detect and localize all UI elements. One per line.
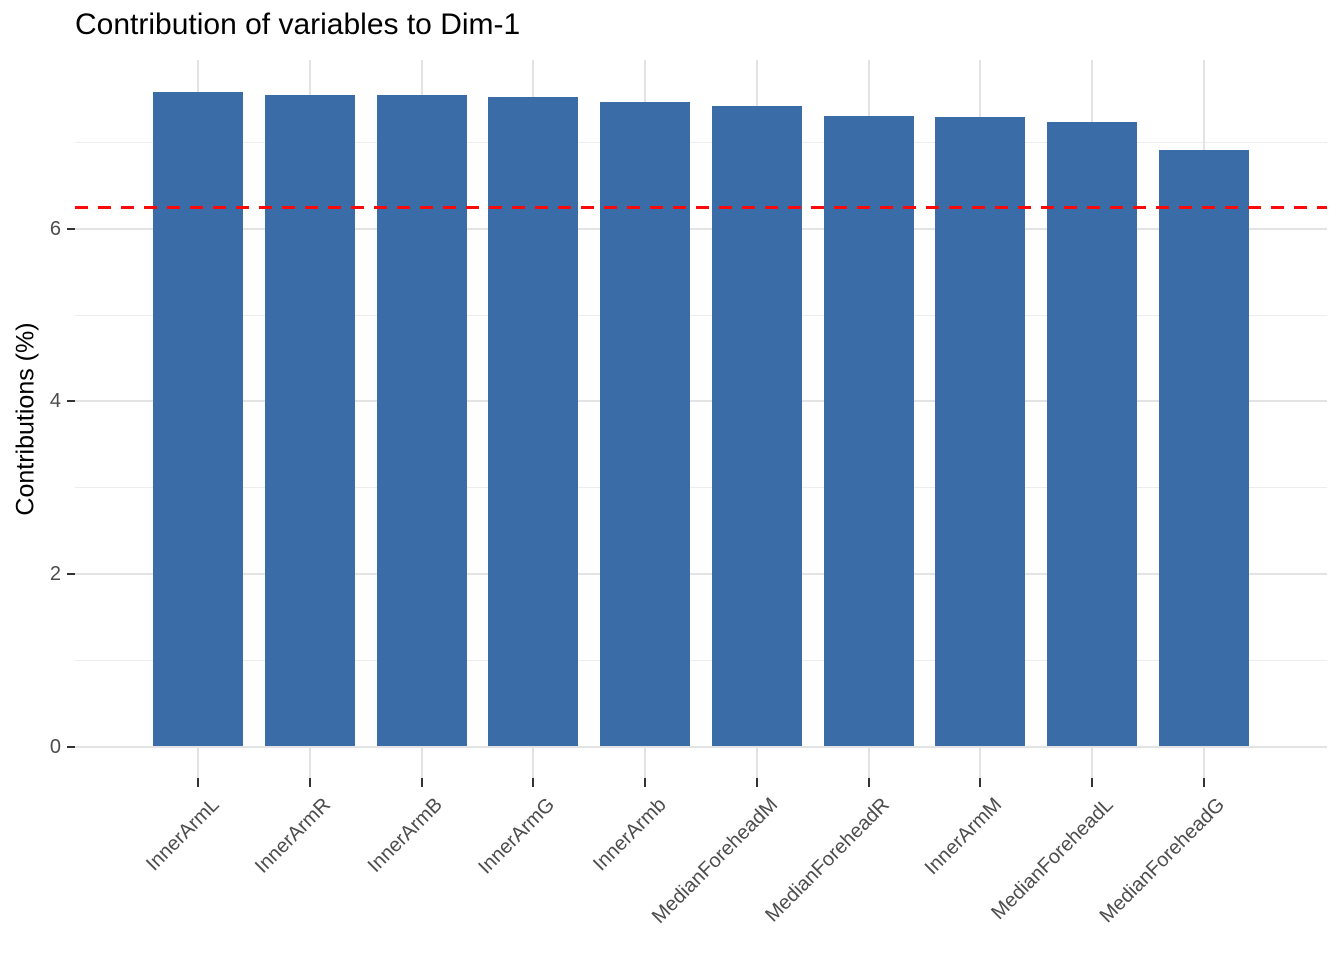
- bar-MedianForeheadG: [1159, 150, 1250, 747]
- y-tick-label: 6: [49, 217, 61, 240]
- x-tick: [979, 778, 982, 787]
- y-tick: [67, 227, 75, 230]
- bar-MedianForeheadL: [1047, 121, 1138, 747]
- x-tick: [644, 778, 647, 787]
- x-tick: [196, 778, 199, 787]
- y-tick-label: 0: [49, 735, 61, 758]
- bar-InnerArmR: [264, 94, 355, 747]
- reference-line: [75, 205, 1327, 209]
- bar-MedianForeheadM: [711, 106, 802, 747]
- y-tick: [67, 400, 75, 403]
- gridline-major-y: [75, 572, 1327, 575]
- x-tick-label: MedianForeheadL: [987, 793, 1118, 925]
- y-tick-label: 4: [49, 390, 61, 413]
- gridline-minor-y: [75, 487, 1327, 489]
- gridline-major-y: [75, 745, 1327, 748]
- x-tick: [1203, 778, 1206, 787]
- bar-InnerArmG: [488, 96, 579, 747]
- y-tick: [67, 745, 75, 748]
- bar-InnerArmL: [152, 92, 243, 747]
- x-tick-label: MedianForeheadR: [761, 793, 894, 927]
- bar-InnerArmM: [935, 116, 1026, 747]
- bar-InnerArmb: [600, 101, 691, 747]
- x-tick-label: InnerArmM: [920, 793, 1006, 880]
- gridline-major-y: [75, 400, 1327, 403]
- x-tick-label: InnerArmL: [141, 793, 224, 876]
- x-tick-label: InnerArmB: [363, 793, 447, 877]
- gridline-minor-y: [75, 314, 1327, 316]
- gridline-minor-y: [75, 659, 1327, 661]
- x-tick: [1091, 778, 1094, 787]
- x-tick: [420, 778, 423, 787]
- y-tick-label: 2: [49, 562, 61, 585]
- x-tick: [755, 778, 758, 787]
- gridline-major-y: [75, 227, 1327, 230]
- x-tick-label: InnerArmR: [251, 793, 336, 878]
- x-tick: [867, 778, 870, 787]
- x-tick-label: InnerArmb: [588, 793, 671, 876]
- gridline-minor-y: [75, 141, 1327, 143]
- x-tick-label: MedianForeheadG: [1095, 793, 1230, 928]
- x-tick: [532, 778, 535, 787]
- chart-title: Contribution of variables to Dim-1: [75, 8, 521, 41]
- y-tick: [67, 572, 75, 575]
- bar-InnerArmB: [376, 94, 467, 747]
- x-tick-label: InnerArmG: [473, 793, 559, 879]
- x-tick: [308, 778, 311, 787]
- bar-MedianForeheadR: [823, 115, 914, 747]
